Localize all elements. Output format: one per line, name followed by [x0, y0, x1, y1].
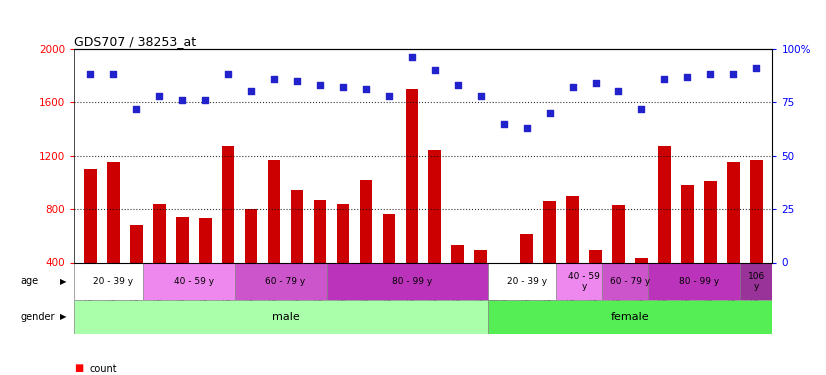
Bar [107, 162, 120, 262]
Text: female: female [610, 312, 649, 322]
Bar [130, 225, 143, 262]
Text: count: count [89, 364, 116, 374]
Bar [176, 217, 188, 262]
Bar [727, 162, 739, 262]
Bar [235, 262, 336, 300]
Point [406, 54, 419, 60]
Text: 80 - 99 y: 80 - 99 y [679, 277, 719, 286]
Bar [222, 146, 235, 262]
Point [382, 93, 396, 99]
Bar [359, 180, 373, 262]
Bar [602, 262, 657, 300]
Text: 60 - 79 y: 60 - 79 y [265, 277, 306, 286]
Point [589, 80, 602, 86]
Point [176, 97, 189, 103]
Bar [474, 251, 487, 262]
Bar [487, 300, 772, 334]
Text: 40 - 59 y: 40 - 59 y [173, 277, 214, 286]
Text: ▶: ▶ [59, 312, 66, 321]
Bar [429, 150, 441, 262]
Bar [291, 190, 303, 262]
Bar [740, 262, 772, 300]
Point [244, 88, 258, 94]
Point [750, 65, 763, 71]
Text: ■: ■ [74, 363, 83, 372]
Bar [589, 251, 602, 262]
Bar [74, 300, 496, 334]
Bar [750, 160, 762, 262]
Point [657, 76, 671, 82]
Bar [244, 209, 258, 262]
Point [543, 110, 556, 116]
Bar [681, 185, 694, 262]
Bar [497, 262, 510, 264]
Text: 20 - 39 y: 20 - 39 y [506, 277, 547, 286]
Text: gender: gender [21, 312, 55, 322]
Bar [520, 234, 533, 262]
Bar [452, 245, 464, 262]
Bar [327, 262, 496, 300]
Bar [199, 218, 211, 262]
Point [704, 71, 717, 77]
Point [566, 84, 579, 90]
Point [727, 71, 740, 77]
Bar [84, 169, 97, 262]
Point [83, 71, 97, 77]
Point [635, 106, 648, 112]
Point [359, 86, 373, 92]
Bar [704, 181, 717, 262]
Point [221, 71, 235, 77]
Point [198, 97, 211, 103]
Bar [143, 262, 244, 300]
Text: 106
y: 106 y [748, 272, 765, 291]
Bar [658, 146, 671, 262]
Bar [268, 160, 280, 262]
Text: 40 - 59
y: 40 - 59 y [568, 272, 600, 291]
Bar [648, 262, 749, 300]
Bar [635, 258, 648, 262]
Point [291, 78, 304, 84]
Bar [314, 200, 326, 262]
Bar [153, 204, 165, 262]
Text: GDS707 / 38253_at: GDS707 / 38253_at [74, 34, 197, 48]
Bar [74, 262, 153, 300]
Text: 80 - 99 y: 80 - 99 y [392, 277, 432, 286]
Text: 20 - 39 y: 20 - 39 y [93, 277, 134, 286]
Point [268, 76, 281, 82]
Point [153, 93, 166, 99]
Point [107, 71, 120, 77]
Point [428, 67, 441, 73]
Bar [406, 89, 418, 262]
Bar [612, 205, 624, 262]
Point [497, 120, 510, 126]
Point [451, 82, 464, 88]
Bar [382, 214, 395, 262]
Point [612, 88, 625, 94]
Point [313, 82, 326, 88]
Text: ▶: ▶ [59, 277, 66, 286]
Bar [337, 204, 349, 262]
Text: 60 - 79 y: 60 - 79 y [610, 277, 650, 286]
Point [336, 84, 349, 90]
Bar [544, 201, 556, 262]
Bar [557, 262, 611, 300]
Point [474, 93, 487, 99]
Text: age: age [21, 276, 39, 286]
Point [681, 74, 694, 80]
Bar [567, 196, 579, 262]
Point [520, 125, 534, 131]
Bar [487, 262, 566, 300]
Point [130, 106, 143, 112]
Text: male: male [272, 312, 300, 322]
